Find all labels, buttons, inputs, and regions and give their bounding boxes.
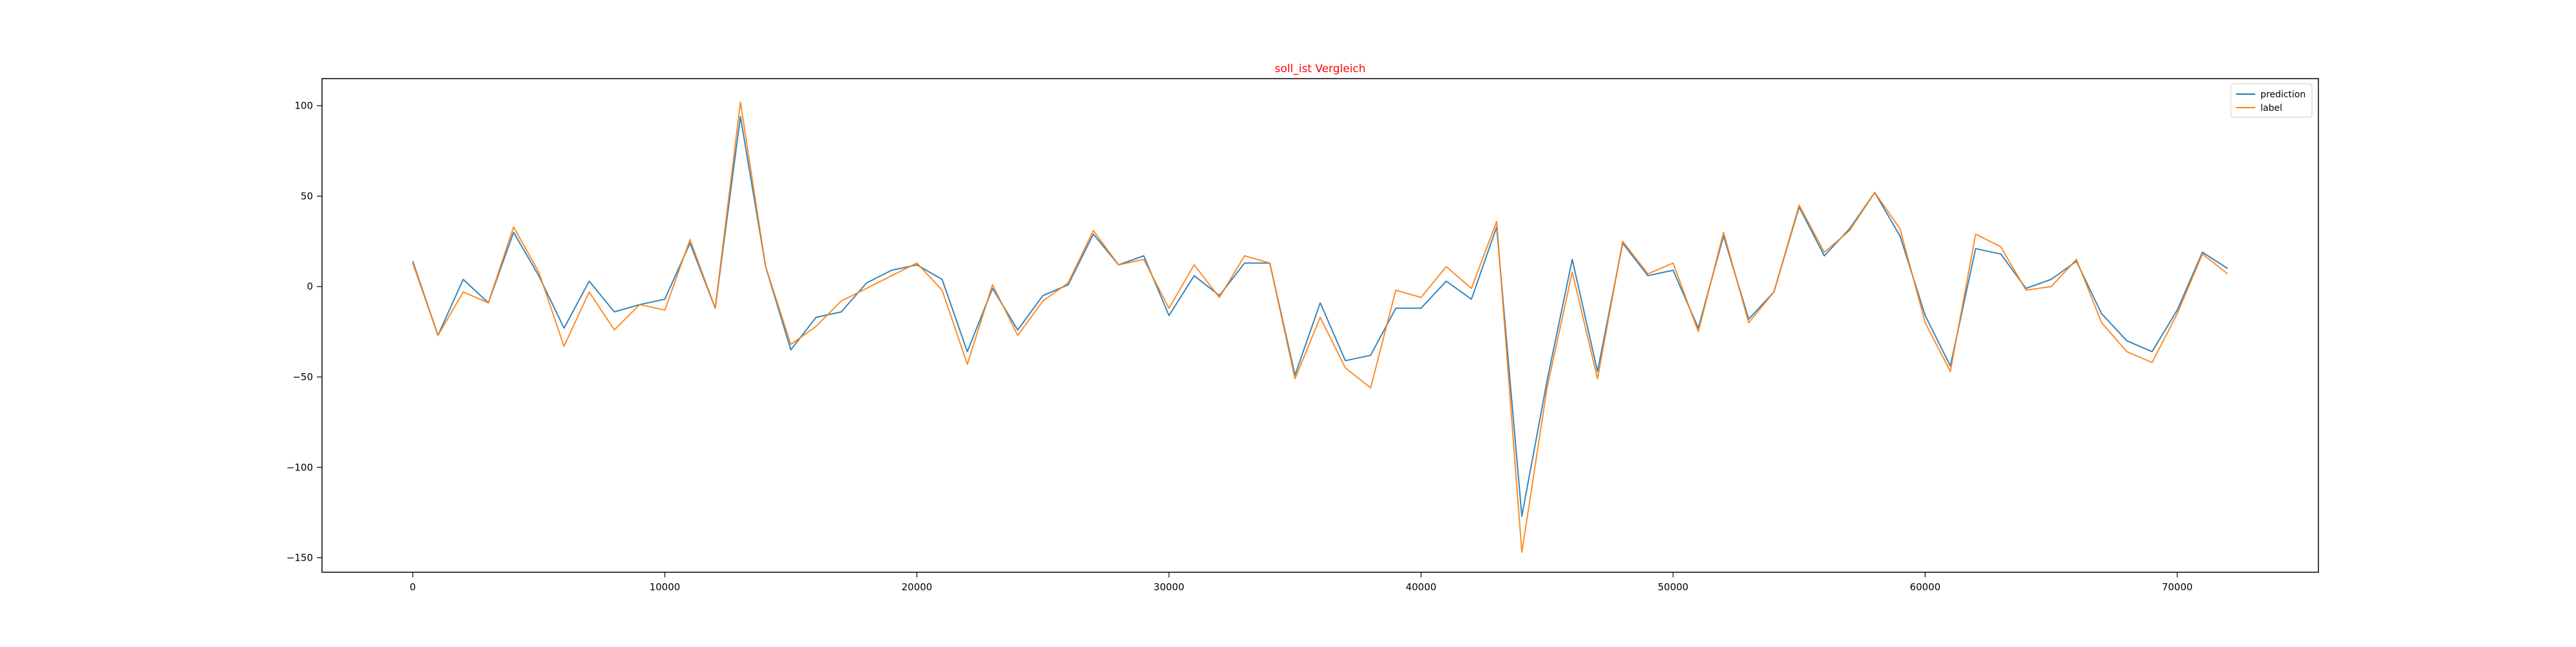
plot-frame	[321, 78, 2319, 573]
y-tick-label: 100	[294, 100, 313, 111]
x-tick-label: 20000	[902, 581, 933, 593]
series-layer	[412, 101, 2228, 554]
plot-area	[321, 78, 2319, 573]
x-tick-label: 70000	[2162, 581, 2193, 593]
y-tick-label: 0	[307, 281, 313, 293]
y-tick-label: −100	[287, 461, 313, 473]
chart-title: soll_ist Vergleich	[1274, 63, 1365, 75]
x-axis: 0 10000 20000 30000 40000 50000 60000 70000	[410, 572, 2193, 593]
y-axis: 100 50 0 −50 −100 −150	[287, 100, 322, 564]
legend-label-prediction: prediction	[2260, 90, 2306, 100]
x-tick-label: 10000	[649, 581, 680, 593]
legend: prediction label	[2230, 83, 2313, 118]
series-line-prediction	[412, 115, 2228, 517]
series-line-label	[412, 101, 2228, 554]
x-tick-label: 60000	[1910, 581, 1941, 593]
x-tick-label: 40000	[1406, 581, 1437, 593]
x-tick-label: 50000	[1658, 581, 1689, 593]
legend-box	[2230, 83, 2313, 118]
y-tick-label: −150	[287, 552, 313, 564]
y-tick-label: 50	[301, 190, 313, 202]
x-tick-label: 30000	[1153, 581, 1184, 593]
legend-label-label: label	[2260, 103, 2282, 113]
x-tick-label: 0	[410, 581, 416, 593]
y-tick-label: −50	[292, 371, 313, 383]
